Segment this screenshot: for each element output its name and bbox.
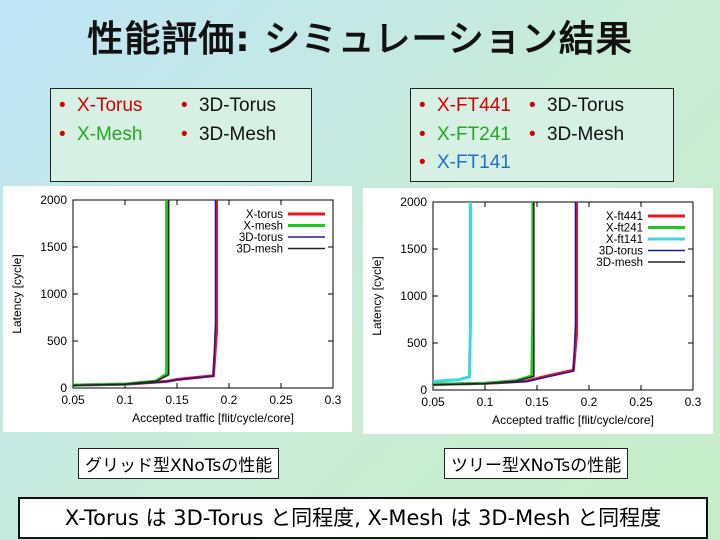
series-line-x-ft141 [432, 202, 472, 384]
legend-label: X-Mesh [76, 124, 143, 145]
legend-label: X-FT441 [436, 95, 511, 116]
legend-label: 3D-Torus [198, 95, 277, 116]
legend-label: X-FT141 [436, 152, 511, 173]
legend-entry: • X-Mesh [59, 124, 142, 146]
y-tick-label: 0 [60, 381, 67, 395]
chart-tree-xnots: 0 500 1000 1500 2000 0.05 0.1 0.15 0.2 0.25 0.3 Acc… [370, 195, 702, 427]
caption-tree: ツリー型XNoTsの性能 [444, 448, 629, 479]
legend-entry-label: 3D-mesh [236, 244, 283, 256]
legend-entry: • 3D-Mesh [529, 124, 624, 146]
series-line-3d-torus [72, 200, 217, 387]
legend-entry: • X-FT241 [419, 124, 511, 146]
series-line-x-mesh [72, 200, 169, 387]
x-tick-label: 0.05 [421, 395, 445, 409]
bullet-icon: • [59, 124, 66, 145]
legend-entry-label: 3D-torus [599, 246, 643, 258]
x-tick-label: 0.05 [61, 393, 85, 407]
legend-entry: • X-FT441 [419, 95, 511, 117]
y-tick-label: 500 [407, 336, 427, 350]
chart-panel-tree: 0 500 1000 1500 2000 0.05 0.1 0.15 0.2 0.25 0.3 Acc… [363, 188, 713, 434]
x-tick-label: 0.25 [269, 393, 293, 407]
caption-grid: グリッド型XNoTsの性能 [78, 448, 280, 479]
legend-entry: • X-Torus [59, 95, 142, 117]
x-tick-label: 0.15 [525, 395, 549, 409]
legend-entry: • 3D-Mesh [181, 124, 276, 146]
legend-label: 3D-Mesh [546, 124, 625, 145]
x-tick-label: 0.2 [581, 395, 598, 409]
x-tick-label: 0.15 [165, 393, 189, 407]
y-axis-label: Latency [cycle] [370, 256, 384, 335]
y-tick-label: 2000 [400, 195, 427, 209]
bullet-icon: • [529, 95, 536, 116]
plot-frame [72, 199, 334, 389]
bullet-icon: • [59, 95, 66, 116]
legend-entry-label: X-ft241 [606, 223, 643, 235]
bullet-icon: • [419, 124, 426, 145]
chart-grid-xnots: 0 500 1000 1500 2000 0.05 0.1 0.15 0.2 0.25 0.3 Acc… [10, 193, 342, 425]
legend-entry-label: 3D-mesh [596, 257, 643, 269]
legend-label: X-FT241 [436, 124, 511, 145]
legend-entry-label: X-torus [246, 209, 283, 221]
series-line-3d-mesh [432, 202, 535, 386]
legend-entry-label: X-ft141 [606, 234, 643, 246]
legend-entry: • 3D-Torus [529, 95, 624, 117]
legend-entry-label: X-mesh [243, 221, 283, 233]
conclusion-text: X-Torus は 3D-Torus と同程度, X-Mesh は 3D-Mes… [18, 497, 708, 539]
series-line-x-ft441 [432, 202, 579, 386]
legend-box-tree: • X-FT441 • 3D-Torus • X-FT241 • 3D-Mesh… [410, 88, 674, 182]
legend-entry: • 3D-Torus [181, 95, 276, 117]
series-line-3d-mesh [72, 200, 170, 387]
bullet-icon: • [529, 124, 536, 145]
page-title: 性能評価: シミュレーション結果 [87, 19, 633, 60]
x-tick-label: 0.3 [685, 395, 702, 409]
y-tick-label: 1500 [40, 240, 67, 254]
legend-entry-label: X-ft441 [606, 211, 643, 223]
bullet-icon: • [419, 95, 426, 116]
y-tick-label: 0 [420, 383, 427, 397]
series-line-x-torus [72, 200, 219, 387]
y-tick-label: 1000 [400, 289, 427, 303]
legend-label: X-Torus [76, 95, 143, 116]
legend-entry-label: 3D-torus [239, 232, 283, 244]
y-tick-label: 1500 [400, 242, 427, 256]
x-tick-label: 0.3 [325, 393, 342, 407]
legend-label: 3D-Torus [546, 95, 625, 116]
x-tick-label: 0.2 [221, 393, 238, 407]
y-tick-label: 2000 [40, 193, 67, 207]
legend-label: 3D-Mesh [198, 124, 277, 145]
x-axis-label: Accepted traffic [flit/cycle/core] [132, 411, 294, 425]
series-line-3d-torus [432, 202, 577, 386]
x-tick-label: 0.1 [477, 395, 494, 409]
legend-entry: • X-FT141 [419, 152, 511, 174]
y-axis-label: Latency [cycle] [10, 254, 24, 333]
y-tick-label: 500 [47, 334, 67, 348]
y-tick-label: 1000 [40, 287, 67, 301]
chart-panel-grid: 0 500 1000 1500 2000 0.05 0.1 0.15 0.2 0.25 0.3 Acc… [3, 186, 352, 432]
bullet-icon: • [181, 124, 188, 145]
legend-box-grid: • X-Torus • 3D-Torus • X-Mesh • 3D-Mesh [50, 88, 312, 182]
series-line-x-ft241 [432, 202, 535, 386]
x-tick-label: 0.1 [117, 393, 134, 407]
plot-frame [432, 201, 694, 391]
x-axis-label: Accepted traffic [flit/cycle/core] [492, 413, 654, 427]
bullet-icon: • [419, 152, 426, 173]
x-tick-label: 0.25 [629, 395, 653, 409]
bullet-icon: • [181, 95, 188, 116]
